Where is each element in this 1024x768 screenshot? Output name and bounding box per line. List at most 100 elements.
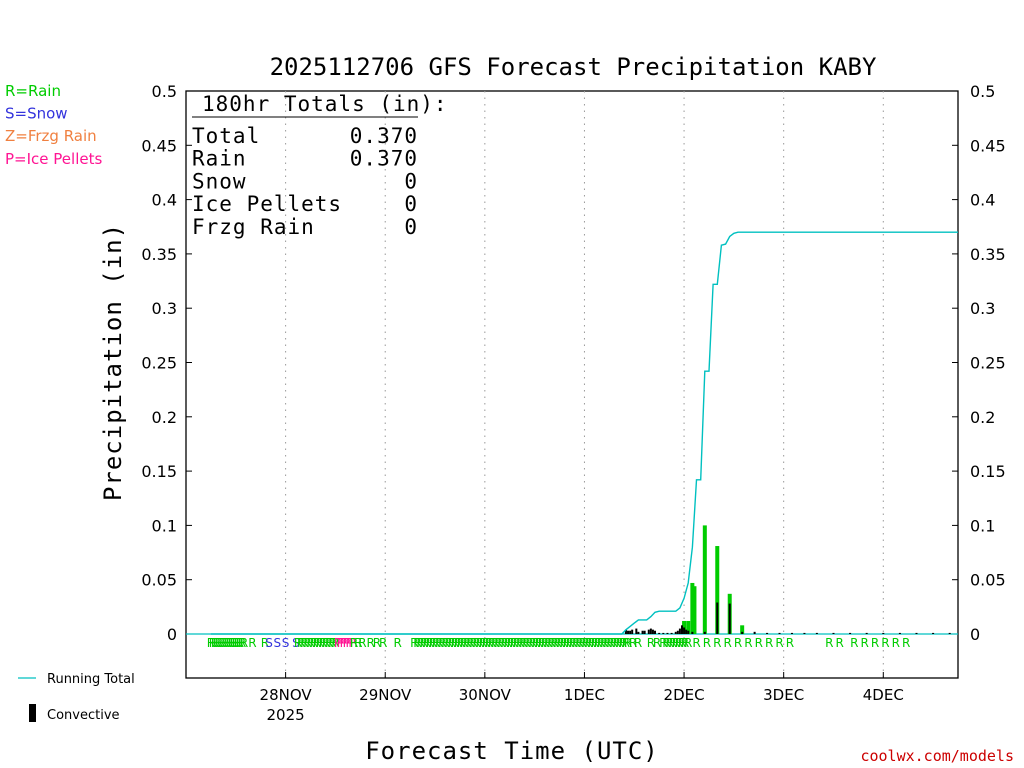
y-tick-label-left: 0.3: [152, 299, 177, 318]
ptype-marker: R: [597, 636, 605, 650]
ptype-marker: R: [538, 636, 546, 650]
ptype-marker: R: [457, 636, 465, 650]
x-tick-label: 2DEC: [664, 686, 705, 704]
ptype-marker: R: [207, 636, 215, 650]
ptype-marker: R: [659, 636, 667, 650]
convective-bar: [658, 632, 661, 634]
ptype-marker: R: [494, 636, 502, 650]
totals-row-value: 0: [404, 215, 418, 239]
ptype-marker: R: [416, 636, 424, 650]
ptype-marker: R: [432, 636, 440, 650]
ptype-marker: R: [522, 636, 530, 650]
convective-bar: [687, 630, 690, 634]
ptype-marker: R: [775, 636, 783, 650]
convective-bar: [691, 631, 694, 634]
precip-bar: [686, 620, 691, 634]
convective-bar: [676, 630, 679, 634]
ptype-marker: R: [441, 636, 449, 650]
ptype-marker: R: [479, 636, 487, 650]
ptype-marker: R: [668, 636, 676, 650]
ptype-marker: R: [516, 636, 524, 650]
ptype-marker: R: [594, 636, 602, 650]
ptype-marker: R: [303, 636, 311, 650]
precip-bar: [692, 586, 697, 634]
y-tick-label-right: 0.4: [970, 191, 995, 210]
totals-row-value: 0.370: [350, 147, 418, 171]
ptype-marker: R: [316, 636, 324, 650]
plot-frame: [185, 90, 959, 679]
ptype-marker: R: [475, 636, 483, 650]
ptype-marker: R: [528, 636, 536, 650]
ptype-marker: R: [350, 636, 358, 650]
convective-bar: [803, 632, 806, 634]
ptype-marker: R: [519, 636, 527, 650]
ptype-marker: R: [261, 636, 269, 650]
convective-bar: [624, 629, 627, 634]
ptype-marker: R: [294, 636, 302, 650]
y-tick-label-right: 0.1: [970, 516, 995, 535]
ptype-legend: R=Rain S=Snow Z=Frzg Rain P=Ice Pellets: [5, 82, 102, 168]
ptype-marker: P: [343, 636, 350, 650]
ptype-marker: R: [578, 636, 586, 650]
convective-bar: [815, 632, 818, 634]
convective-bar: [637, 631, 640, 634]
running-total-line: [210, 231, 958, 635]
convective-bar: [666, 632, 669, 634]
ptype-marker: R: [230, 636, 238, 650]
ptype-marker: R: [491, 636, 499, 650]
ptype-marker: R: [300, 636, 308, 650]
ptype-marker: R: [535, 636, 543, 650]
ptype-marker: R: [603, 636, 611, 650]
ptype-marker: R: [825, 636, 833, 650]
ptype-marker: R: [553, 636, 561, 650]
x-tick-label: 1DEC: [564, 686, 605, 704]
convective-bar: [649, 628, 652, 634]
convective-bar: [680, 625, 683, 634]
ptype-marker: R: [616, 636, 624, 650]
y-tick-label-right: 0.2: [970, 408, 995, 427]
y-tick-label-right: 0.5: [970, 82, 995, 101]
y-tick-label-left: 0.1: [152, 516, 177, 535]
y-tick-label-right: 0.15: [970, 462, 1006, 481]
legend-item: S=Snow: [5, 105, 68, 123]
ptype-marker: R: [871, 636, 879, 650]
convective-label: Convective: [47, 708, 120, 723]
ptype-marker: P: [337, 636, 344, 650]
ptype-marker: R: [325, 636, 333, 650]
ptype-marker: R: [902, 636, 910, 650]
ptype-marker: R: [547, 636, 555, 650]
legend-item: P=Ice Pellets: [5, 150, 102, 168]
totals-row-label: Ice Pellets: [192, 192, 342, 216]
convective-bar: [716, 602, 719, 634]
precip-bar: [740, 625, 745, 634]
ptype-marker: R: [713, 636, 721, 650]
ptype-marker: R: [532, 636, 540, 650]
convective-bar: [635, 628, 638, 634]
ptype-marker: R: [575, 636, 583, 650]
ptype-marker: R: [606, 636, 614, 650]
convective-bar: [832, 632, 835, 634]
ptype-marker: R: [588, 636, 596, 650]
convective-bar: [932, 632, 935, 634]
ptype-marker: S: [292, 636, 300, 650]
convective-bar: [685, 629, 688, 634]
ptype-marker: R: [581, 636, 589, 650]
ptype-marker: R: [684, 636, 692, 650]
ptype-marker: P: [348, 636, 355, 650]
ptype-marker: R: [211, 636, 219, 650]
ptype-marker: R: [221, 636, 229, 650]
y-tick-label-right: 0.05: [970, 571, 1006, 590]
y-tick-label-left: 0.35: [141, 245, 177, 264]
ptype-marker: R: [609, 636, 617, 650]
ptype-marker: R: [472, 636, 480, 650]
totals-row-label: Snow: [192, 169, 247, 193]
ptype-marker: R: [563, 636, 571, 650]
ptype-marker: R: [469, 636, 477, 650]
ptype-marker: R: [232, 636, 240, 650]
ptype-marker: R: [525, 636, 533, 650]
ptype-marker: R: [313, 636, 321, 650]
ptype-marker: R: [423, 636, 431, 650]
y-tick-label-right: 0.25: [970, 354, 1006, 373]
ptype-marker: R: [419, 636, 427, 650]
convective-swatch: [29, 704, 36, 722]
